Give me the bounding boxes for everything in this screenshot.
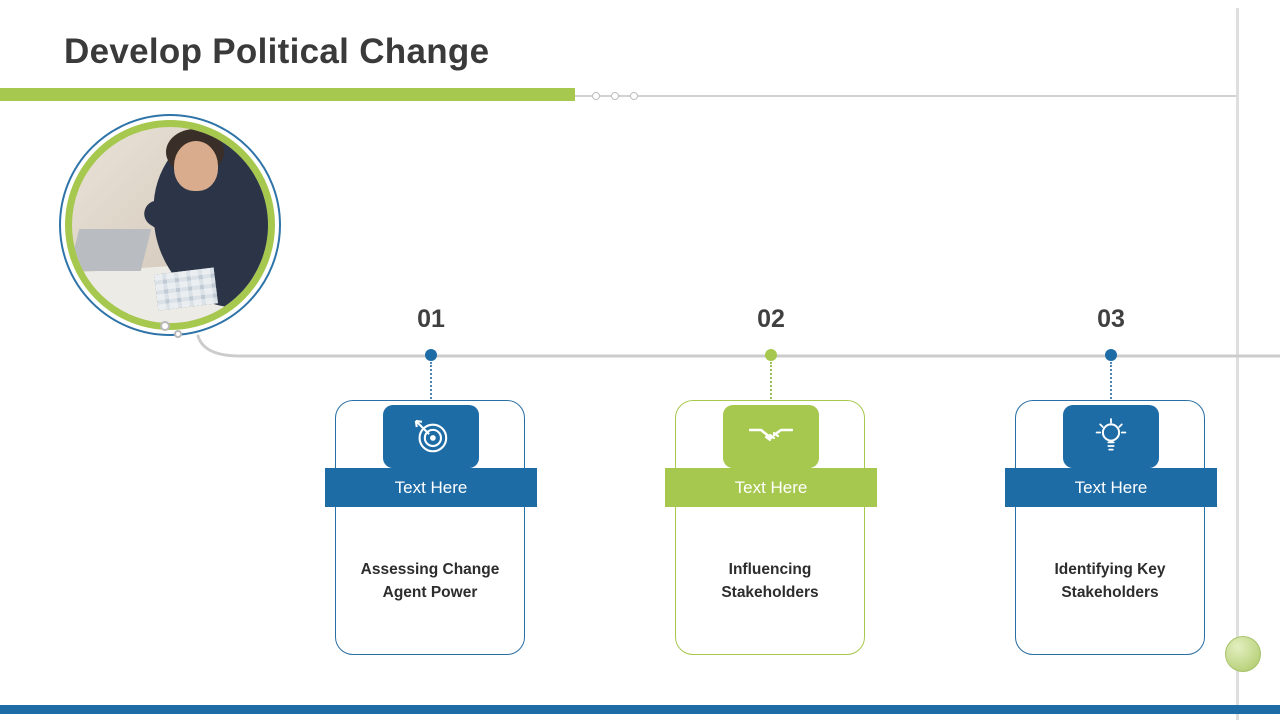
dotted-connector — [1110, 362, 1112, 402]
lightbulb-icon — [1095, 417, 1127, 450]
bottom-accent-bar — [0, 705, 1280, 714]
dotted-connector — [770, 362, 772, 402]
step-icon-tile — [1063, 405, 1159, 468]
step-banner: Text Here — [665, 468, 877, 507]
title-underline-bar — [0, 88, 575, 101]
handshake-icon — [749, 428, 793, 441]
right-edge-line — [1236, 8, 1239, 720]
photo-outer-ring — [59, 114, 281, 336]
step-description: Assessing Change Agent Power — [360, 560, 500, 601]
step-description: Influencing Stakeholders — [721, 560, 819, 601]
header-dot — [592, 92, 600, 100]
target-icon — [414, 419, 448, 452]
header-dot — [630, 92, 638, 100]
timeline-step-1: 01 Text Here Assessing Change Agent Powe… — [325, 305, 537, 665]
trail-dot — [160, 321, 170, 331]
timeline-dot — [1105, 349, 1117, 361]
header-divider-line — [575, 95, 1236, 97]
person-photo — [65, 120, 275, 330]
corner-sphere-decoration — [1225, 636, 1261, 672]
step-icon-tile — [723, 405, 819, 468]
photo-head-shape — [174, 141, 218, 191]
step-number: 02 — [757, 305, 785, 333]
dotted-connector — [430, 362, 432, 402]
timeline-step-3: 03 Text Here Identifying Key Stakeholder… — [1005, 305, 1217, 665]
timeline-dot — [765, 349, 777, 361]
step-banner: Text Here — [1005, 468, 1217, 507]
header-dot — [611, 92, 619, 100]
step-banner: Text Here — [325, 468, 537, 507]
step-icon-tile — [383, 405, 479, 468]
timeline-dot — [425, 349, 437, 361]
step-card — [335, 400, 525, 655]
trail-dot — [174, 330, 182, 338]
step-number: 01 — [417, 305, 445, 333]
step-number: 03 — [1097, 305, 1125, 333]
step-description: Identifying Key Stakeholders — [1054, 560, 1166, 601]
page-title: Develop Political Change — [64, 32, 490, 71]
timeline-step-2: 02 Text Here Influencing Stakeholders — [665, 305, 877, 665]
